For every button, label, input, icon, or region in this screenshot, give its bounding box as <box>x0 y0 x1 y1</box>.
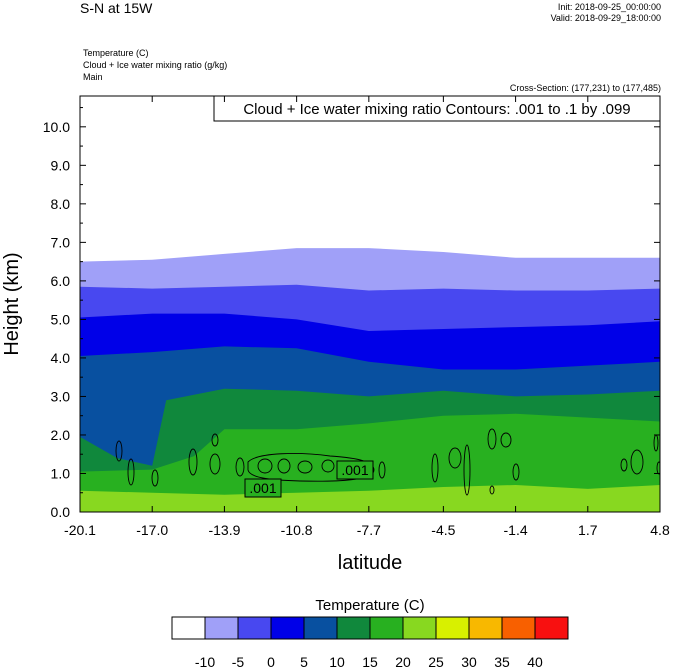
colorbar: -10 -5 0 5 10 15 20 25 30 35 40 <box>171 616 569 668</box>
colorbar-label: 40 <box>527 654 543 668</box>
colorbar-label: -5 <box>232 654 245 668</box>
colorbar-label: 5 <box>300 654 308 668</box>
colorbar-swatch <box>237 616 272 640</box>
contour-loop <box>448 447 462 469</box>
y-tick-label: 8.0 <box>51 196 71 212</box>
contour-info-box: Cloud + Ice water mixing ratio Contours:… <box>213 95 661 122</box>
contour-loop <box>235 457 245 477</box>
cross-section-label: Cross-Section: (177,231) to (177,485) <box>509 83 661 93</box>
contour-loop <box>257 458 273 474</box>
x-tick-label: -1.4 <box>504 522 528 538</box>
contour-loop <box>321 459 335 473</box>
x-tick-label: 4.8 <box>650 522 670 538</box>
colorbar-label: -10 <box>195 654 215 668</box>
contour-loop <box>512 463 520 481</box>
contour-loop <box>277 458 291 474</box>
colorbar-label: 10 <box>329 654 345 668</box>
y-tick-label: 6.0 <box>51 273 71 289</box>
contour-label-1-text: .001 <box>341 462 368 478</box>
contour-loop <box>209 453 221 475</box>
colorbar-label: 30 <box>461 654 477 668</box>
y-tick-label: 10.0 <box>43 119 70 135</box>
colorbar-swatch <box>468 616 503 640</box>
contour-loop <box>500 432 512 448</box>
contour-loop <box>620 458 628 472</box>
contour-loop <box>188 448 198 476</box>
contour-label-1: .001 <box>336 460 374 480</box>
contour-loop <box>211 433 219 447</box>
plot-title: S-N at 15W <box>80 0 153 16</box>
x-tick-label: 1.7 <box>578 522 598 538</box>
colorbar-swatch <box>336 616 371 640</box>
y-tick-label: 9.0 <box>51 157 71 173</box>
contour-loop <box>115 440 123 462</box>
contour-label-2-text: .001 <box>249 480 276 496</box>
x-tick-label: -13.9 <box>208 522 240 538</box>
colorbar-swatch <box>204 616 239 640</box>
colorbar-swatch <box>435 616 470 640</box>
colorbar-swatch <box>303 616 338 640</box>
colorbar-swatch <box>501 616 536 640</box>
contour-loop <box>127 458 135 486</box>
colorbar-label: 20 <box>395 654 411 668</box>
x-tick-label: -7.7 <box>357 522 381 538</box>
y-tick-label: 5.0 <box>51 311 71 327</box>
x-tick-label: -4.5 <box>431 522 455 538</box>
x-tick-label: -20.1 <box>64 522 96 538</box>
colorbar-swatch <box>270 616 305 640</box>
axes: -20.1 -17.0 -13.9 -10.8 -7.7 -4.5 -1.4 1.7 4.8 0.… <box>43 96 670 538</box>
y-axis-label: Height (km) <box>1 252 23 355</box>
contour-loop <box>656 461 660 475</box>
cloud-ice-contours <box>115 428 660 496</box>
x-tick-label: -17.0 <box>136 522 168 538</box>
contour-loop <box>487 428 497 450</box>
y-tick-label: 1.0 <box>51 465 71 481</box>
init-time: Init: 2018-09-25_00:00:00 <box>557 2 661 12</box>
y-tick-label: 0.0 <box>51 504 71 520</box>
temperature-fill <box>80 248 660 512</box>
field-temperature: Temperature (C) <box>83 48 149 58</box>
y-tick-label: 4.0 <box>51 350 71 366</box>
contour-loop <box>463 444 471 496</box>
temp-band-20-to-25 <box>80 485 660 512</box>
contour-loop <box>297 460 313 474</box>
x-tick-label: -10.8 <box>281 522 313 538</box>
contour-label-2: .001 <box>244 478 282 498</box>
colorbar-label: 0 <box>267 654 275 668</box>
colorbar-swatch <box>402 616 437 640</box>
valid-time: Valid: 2018-09-29_18:00:00 <box>550 13 661 23</box>
colorbar-label: 35 <box>494 654 510 668</box>
contour-loop <box>151 469 159 487</box>
x-axis-label: latitude <box>338 552 403 574</box>
contour-loop <box>431 453 439 483</box>
field-main: Main <box>83 72 103 82</box>
y-tick-label: 2.0 <box>51 427 71 443</box>
colorbar-title: Temperature (C) <box>315 597 425 614</box>
field-cloud-ice: Cloud + Ice water mixing ratio (g/kg) <box>83 60 228 70</box>
contour-loop <box>630 449 644 475</box>
colorbar-swatch <box>369 616 404 640</box>
colorbar-label: 25 <box>428 654 444 668</box>
colorbar-swatch <box>171 616 206 640</box>
contour-loop <box>378 461 386 479</box>
contour-info-text: Cloud + Ice water mixing ratio Contours:… <box>243 101 630 118</box>
colorbar-swatch <box>534 616 569 640</box>
colorbar-label: 15 <box>362 654 378 668</box>
y-tick-label: 3.0 <box>51 388 71 404</box>
contour-loop <box>489 485 495 495</box>
y-tick-label: 7.0 <box>51 234 71 250</box>
